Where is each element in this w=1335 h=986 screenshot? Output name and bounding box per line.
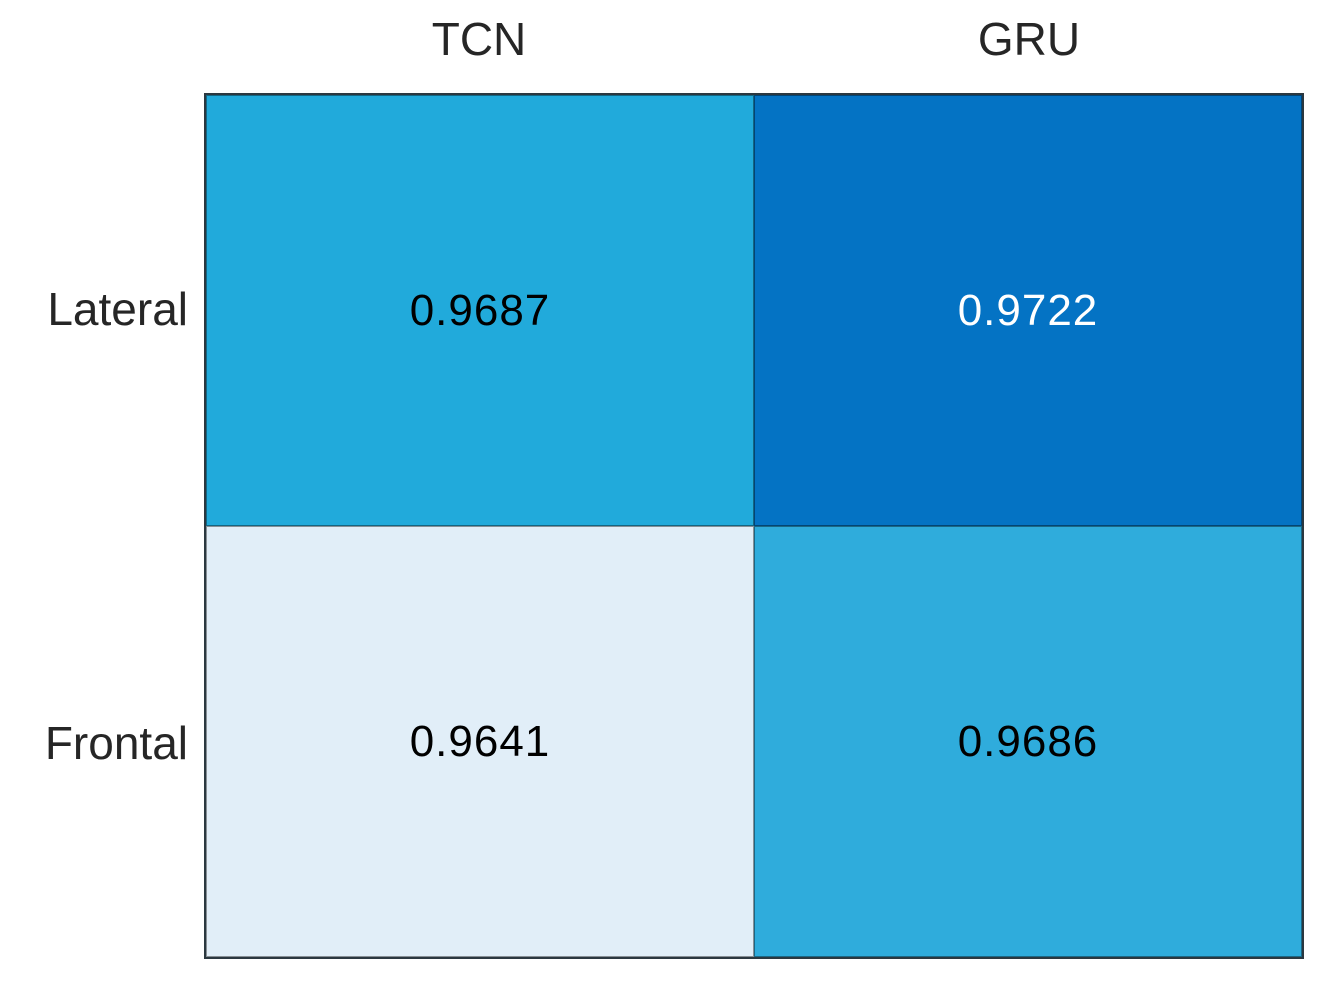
heatmap-grid: 0.9687 0.9722 0.9641 0.9686 bbox=[204, 93, 1304, 959]
heatmap-cell-frontal-gru: 0.9686 bbox=[754, 526, 1302, 957]
column-header-gru: GRU bbox=[977, 13, 1081, 65]
heatmap-cell-lateral-tcn: 0.9687 bbox=[206, 95, 754, 526]
row-label-lateral: Lateral bbox=[47, 283, 188, 335]
row-label-frontal: Frontal bbox=[44, 717, 188, 769]
column-header-tcn: TCN bbox=[431, 13, 527, 65]
heatmap-cell-frontal-tcn: 0.9641 bbox=[206, 526, 754, 957]
heatmap-cell-lateral-gru: 0.9722 bbox=[754, 95, 1302, 526]
